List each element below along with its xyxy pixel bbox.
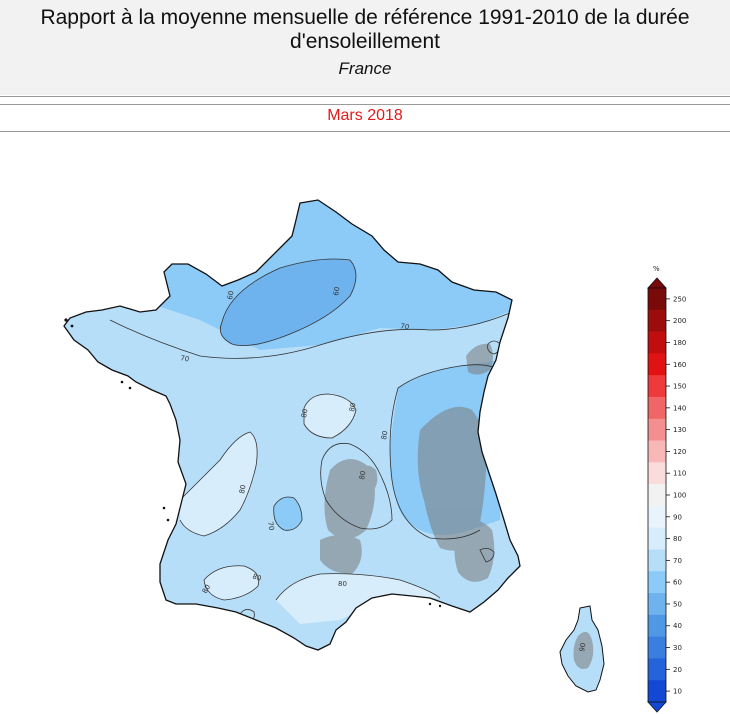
legend-swatch [648,396,666,420]
legend-tick-label: 20 [673,666,682,674]
legend-swatch [648,527,666,550]
coastal-islands [64,318,442,608]
zone-under-60 [220,259,356,346]
isoline-label: 80 [358,470,367,480]
legend-swatch [648,658,666,681]
page-title: Rapport à la moyenne mensuelle de référe… [40,6,690,53]
legend-tick-label: 70 [673,557,682,565]
corsica-relief [573,631,594,669]
legend-swatch [648,309,666,332]
color-legend: % 250 200 180 160 150 140 130 120 110 100 90 80 70 60… [647,265,686,713]
zone-80-90-west [180,432,258,536]
legend-unit: % [653,265,660,273]
legend-tick-label: 160 [673,361,686,369]
zone-80-90-center [304,394,356,438]
divider-mid [0,104,730,105]
legend-tick-label: 30 [673,644,682,652]
legend-swatch [648,353,666,376]
zone-80-90-southwest [204,565,259,600]
legend-tick-label: 140 [673,404,686,412]
isolines [109,258,513,623]
period-label: Mars 2018 [327,107,403,124]
legend-swatch [648,484,666,507]
isoline-label: 70 [400,322,410,331]
isoline-label: 60 [226,290,235,300]
legend-lower-arrow [647,701,667,713]
legend-swatch [648,505,666,529]
legend-swatch [648,680,666,703]
zone-60-70-blob [273,497,302,531]
legend-tick-label: 120 [673,448,686,456]
isoline-label: 90 [578,642,587,652]
legend-swatch [648,375,666,398]
isoline-label: 80 [338,580,347,588]
legend-swatch [648,549,666,572]
legend-swatch [648,331,666,354]
legend-tick-label: 10 [673,688,682,696]
divider-top [0,96,730,97]
legend-upper-arrow [647,277,667,289]
isoline-labels: 60 60 70 70 80 80 80 70 80 80 80 80 80 9… [180,286,588,652]
legend-tick-label: 50 [673,600,682,608]
legend-tick-label: 250 [673,295,686,303]
france-map [64,200,520,650]
legend-tick-label: 150 [673,383,686,391]
isoline-label: 80 [300,408,309,418]
isoline-label: 70 [266,521,275,531]
legend-tick-label: 180 [673,339,686,347]
header-panel [0,0,730,95]
legend-swatch [648,593,666,616]
legend-swatch [648,636,666,659]
divider-bottom [0,131,730,132]
legend-tick-label: 100 [673,492,686,500]
region-subtitle: France [338,59,392,78]
legend-swatch [648,462,666,485]
legend-tick-label: 200 [673,317,686,325]
legend-tick-label: 80 [673,535,682,543]
relief-shading [320,343,495,582]
isoline-label: 70 [180,354,190,363]
zone-80-90-south [276,573,440,624]
legend-tick-label: 40 [673,622,682,630]
isoline-label: 60 [332,286,341,296]
legend-swatch [648,614,666,638]
isoline-label: 80 [348,402,357,412]
isoline-label: 80 [201,583,212,595]
legend-swatch [648,571,666,594]
isoline-label: 80 [380,430,389,440]
legend-tick-label: 130 [673,426,686,434]
isoline-label: 80 [251,572,262,583]
legend-swatch [648,440,666,463]
legend-tick-label: 90 [673,513,682,521]
isoline-label: 80 [238,484,247,494]
legend-tick-label: 110 [673,470,686,478]
legend-tick-label: 60 [673,579,682,587]
legend-swatch [648,288,666,311]
legend-swatch [648,418,666,441]
